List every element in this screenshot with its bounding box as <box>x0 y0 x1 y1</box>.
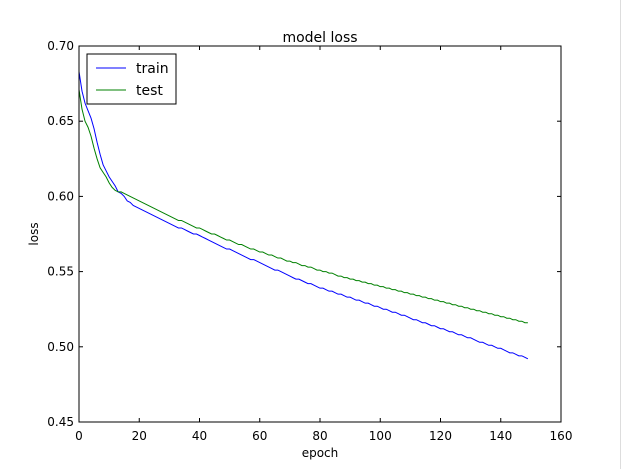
plot-lines <box>78 71 529 360</box>
x-tick-label: 20 <box>132 429 147 443</box>
x-tick-label: 140 <box>489 429 512 443</box>
series-line-test <box>78 89 528 324</box>
x-tick-label: 0 <box>75 429 83 443</box>
chart-title: model loss <box>282 30 357 46</box>
series-line-train <box>78 71 529 360</box>
y-tick-label: 0.70 <box>47 39 74 53</box>
legend-label-test: test <box>136 83 163 99</box>
x-axis-label: epoch <box>302 446 339 460</box>
y-axis-label: loss <box>27 222 41 245</box>
y-tick-label: 0.50 <box>47 340 74 354</box>
x-tick-label: 120 <box>429 429 452 443</box>
legend-label-train: train <box>136 61 169 77</box>
x-axis-ticks: 0 20 40 60 80 100 120 140 160 <box>75 46 572 443</box>
legend-frame <box>86 53 177 105</box>
x-tick-label: 160 <box>550 429 573 443</box>
y-tick-label: 0.55 <box>47 265 74 279</box>
window-edge-divider <box>620 0 621 469</box>
x-tick-label: 60 <box>252 429 267 443</box>
y-axis-ticks: 0.45 0.50 0.55 0.60 0.65 0.70 <box>47 39 561 429</box>
x-tick-label: 40 <box>192 429 207 443</box>
x-tick-label: 100 <box>369 429 392 443</box>
x-tick-label: 80 <box>312 429 327 443</box>
y-tick-label: 0.45 <box>47 415 74 429</box>
legend: train test <box>86 53 177 105</box>
y-tick-label: 0.65 <box>47 114 74 128</box>
y-tick-label: 0.60 <box>47 189 74 203</box>
